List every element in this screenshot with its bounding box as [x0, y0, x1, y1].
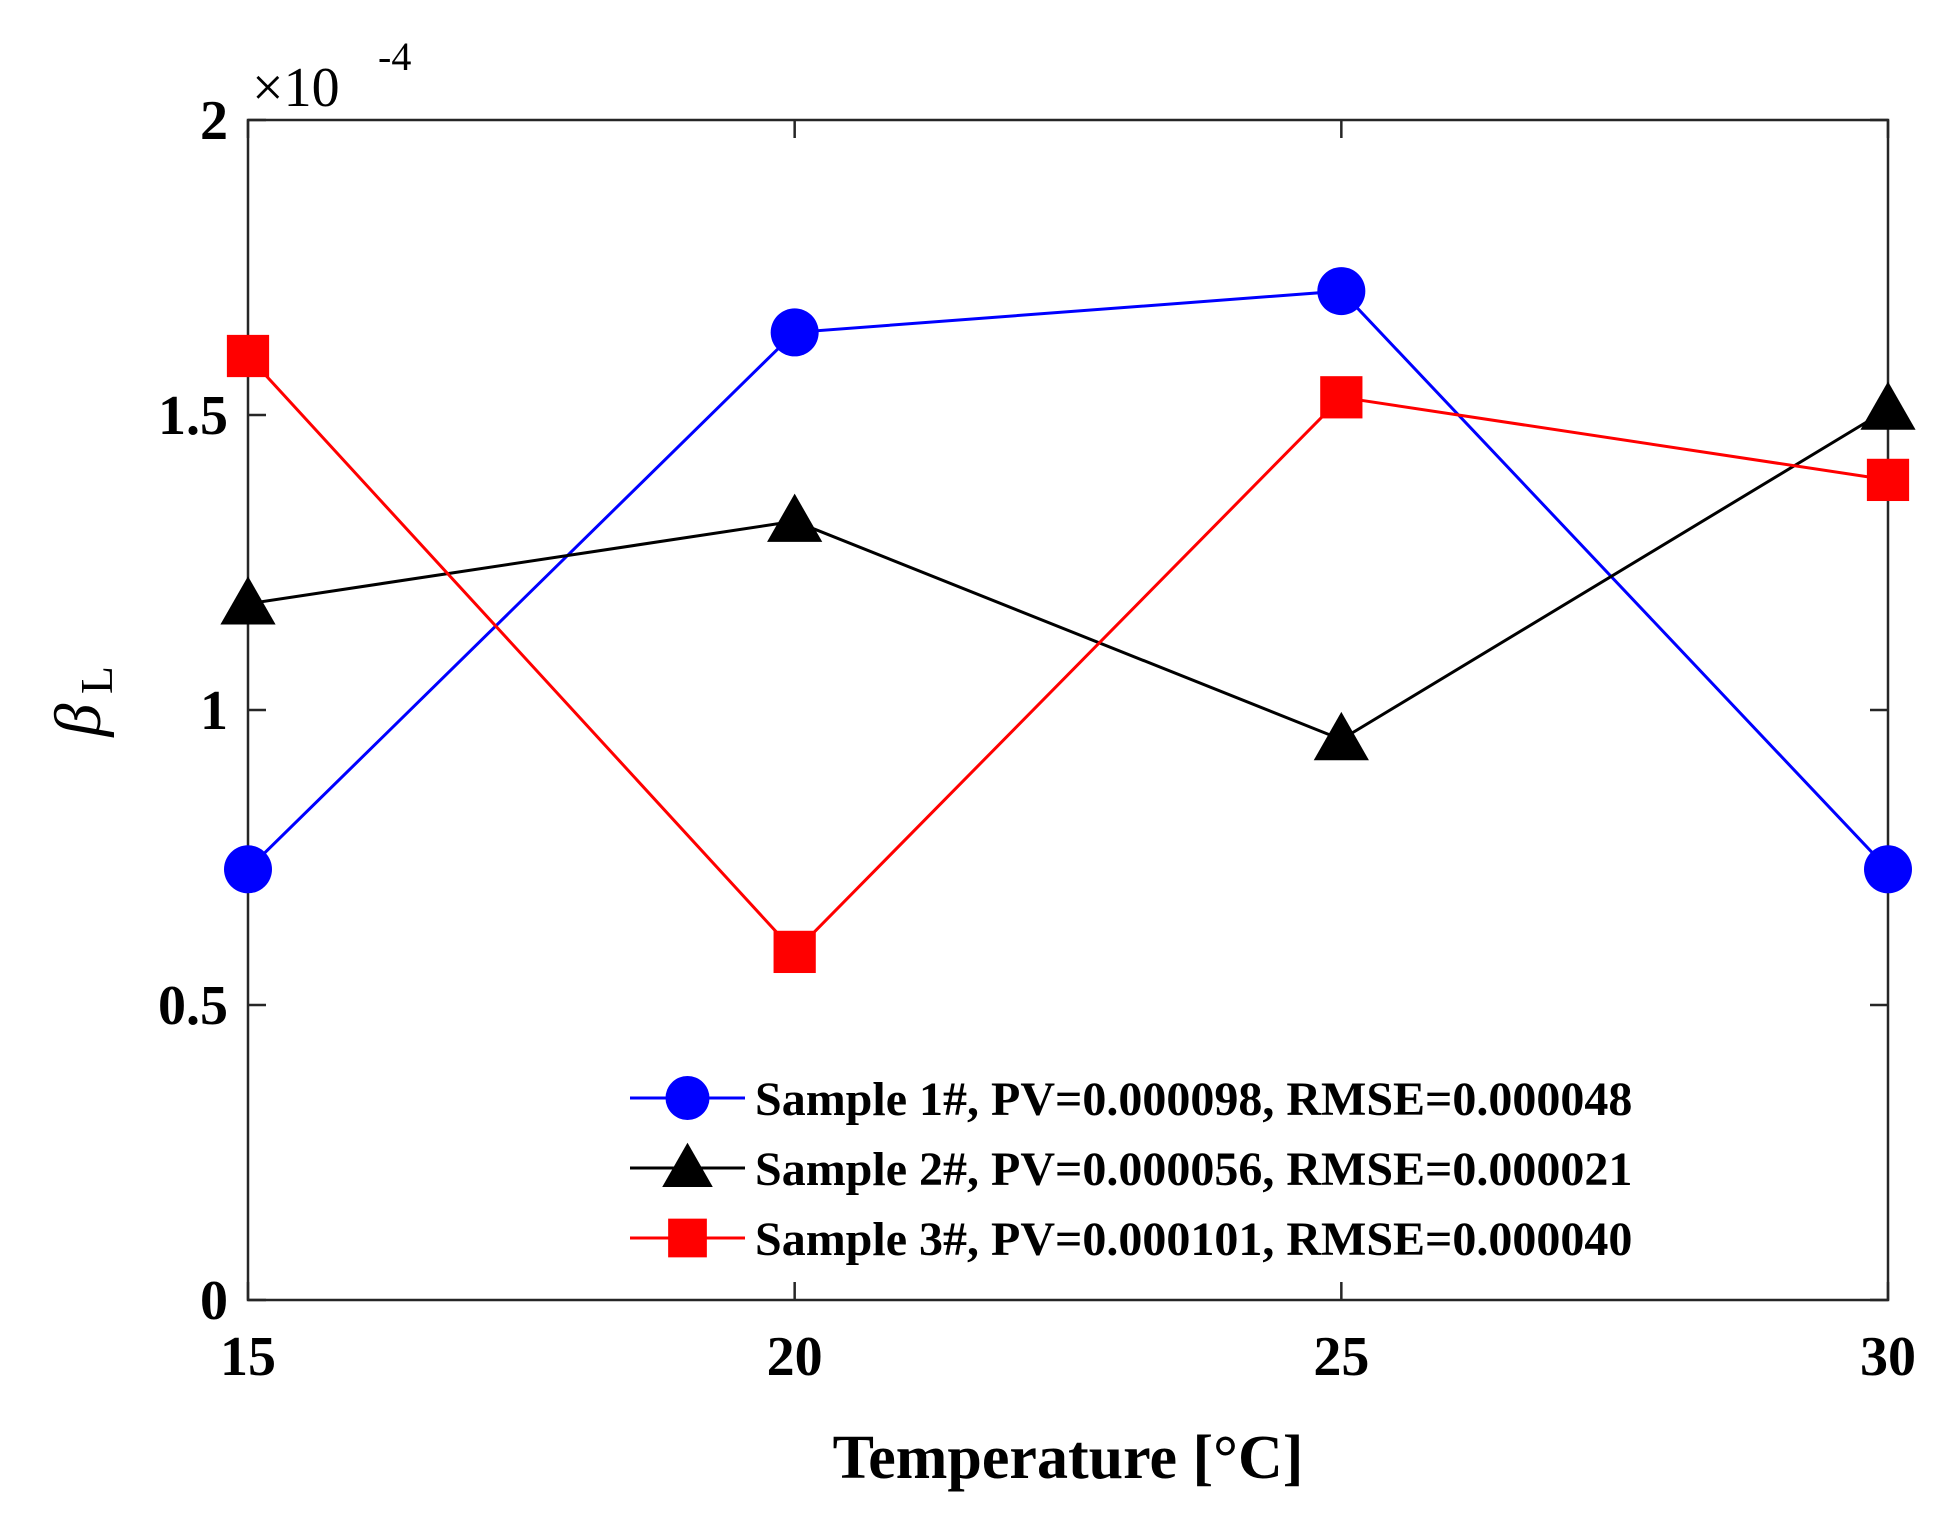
- x-tick-label: 15: [220, 1326, 276, 1388]
- y-tick-label: 2: [200, 90, 228, 152]
- y-tick-label: 1.5: [158, 385, 228, 447]
- data-point: [1317, 267, 1366, 316]
- series-line: [246, 354, 1889, 955]
- x-tick-label: 25: [1313, 1326, 1369, 1388]
- data-point: [662, 1142, 713, 1187]
- y-axis-title: β L: [42, 666, 122, 738]
- legend-item: Sample 3#, PV=0.000101, RMSE=0.000040: [630, 1213, 1632, 1266]
- series-line: [246, 289, 1890, 871]
- legend-label: Sample 3#, PV=0.000101, RMSE=0.000040: [755, 1213, 1632, 1266]
- data-point: [1860, 381, 1916, 430]
- y-multiplier-base: ×10: [252, 57, 340, 119]
- data-point: [1320, 376, 1363, 419]
- y-multiplier: ×10 -4: [252, 34, 411, 119]
- series-2: [220, 381, 1916, 761]
- x-axis-title: Temperature [°C]: [833, 1424, 1304, 1492]
- legend-box: [618, 1055, 1858, 1270]
- data-point: [1866, 458, 1910, 502]
- data-point: [220, 576, 276, 625]
- data-point: [773, 930, 816, 974]
- series-line: [247, 407, 1889, 742]
- data-point: [226, 334, 270, 378]
- data-point: [770, 308, 819, 357]
- x-tick-label: 30: [1860, 1326, 1916, 1388]
- data-point: [1864, 845, 1912, 894]
- ticks: 0 0.5 1 1.5 2 15 20 25 30: [158, 90, 1916, 1388]
- legend-label: Sample 2#, PV=0.000056, RMSE=0.000021: [755, 1143, 1632, 1196]
- x-tick-label: 20: [767, 1326, 823, 1388]
- series-3: [226, 334, 1910, 974]
- y-axis-symbol: β: [42, 703, 115, 738]
- data-point: [665, 1076, 710, 1120]
- y-axis-subscript: L: [71, 666, 122, 694]
- data-point: [224, 845, 272, 894]
- legend-item: Sample 1#, PV=0.000098, RMSE=0.000048: [630, 1073, 1632, 1126]
- legend: Sample 1#, PV=0.000098, RMSE=0.000048 Sam…: [618, 1055, 1858, 1270]
- series-layer: [220, 267, 1916, 974]
- series-1: [224, 267, 1912, 894]
- data-point: [668, 1218, 707, 1258]
- y-multiplier-exponent: -4: [378, 34, 411, 79]
- data-point: [767, 493, 823, 542]
- legend-label: Sample 1#, PV=0.000098, RMSE=0.000048: [755, 1073, 1632, 1126]
- y-tick-label: 0.5: [158, 975, 228, 1037]
- legend-item: Sample 2#, PV=0.000056, RMSE=0.000021: [630, 1142, 1632, 1196]
- y-tick-label: 1: [200, 680, 228, 742]
- y-tick-label: 0: [200, 1270, 228, 1332]
- data-point: [1313, 711, 1369, 761]
